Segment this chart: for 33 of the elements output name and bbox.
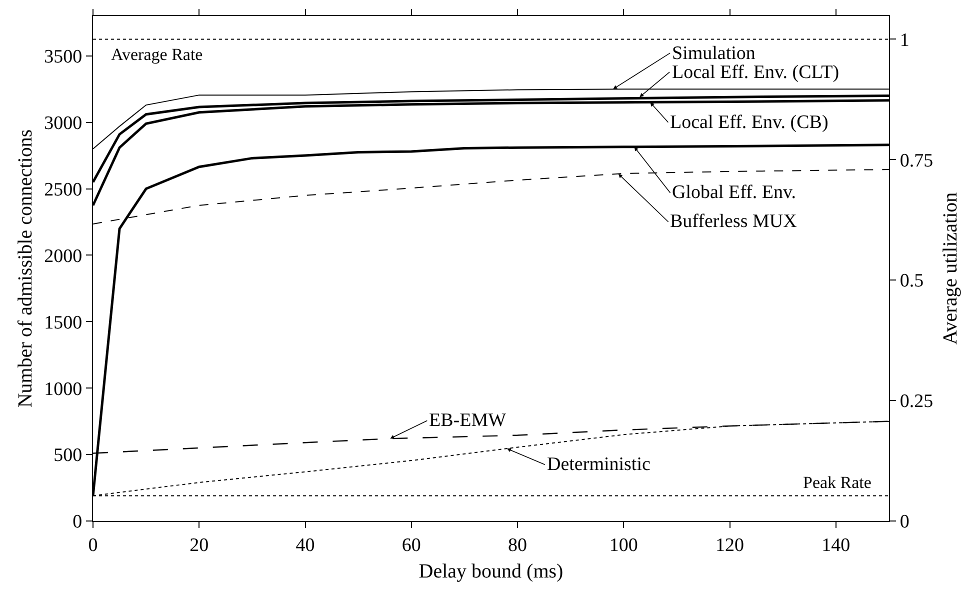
x-tick-label: 40 [296, 534, 315, 556]
annotation: Local Eff. Env. (CLT) [672, 62, 840, 83]
y-axis-title: Number of admissible connections [14, 129, 37, 408]
y2-tick-label: 0 [900, 512, 910, 533]
x-tick-label: 120 [716, 534, 744, 556]
x-tick-label: 20 [190, 534, 209, 556]
y2-tick-label: 0.25 [900, 391, 934, 412]
y-tick-label: 0 [72, 512, 82, 533]
annotation: Bufferless MUX [670, 211, 798, 232]
y2-tick-label: 0.5 [900, 270, 924, 292]
ref-line-label: Peak Rate [803, 473, 872, 492]
y2-tick-label: 1 [900, 30, 910, 51]
annotation: Global Eff. Env. [672, 182, 796, 203]
x-tick-label: 60 [402, 534, 421, 556]
x-tick-label: 140 [822, 534, 850, 556]
y-tick-label: 3000 [44, 112, 82, 134]
ref-line-label: Average Rate [111, 45, 203, 64]
annotation: Simulation [672, 43, 756, 64]
x-axis-title: Delay bound (ms) [418, 560, 564, 582]
y-tick-label: 2000 [44, 246, 82, 267]
y-tick-label: 1000 [44, 378, 82, 400]
y2-tick-label: 0.75 [900, 150, 934, 172]
annotation: EB-EMW [429, 410, 506, 431]
x-tick-label: 0 [88, 534, 98, 556]
annotation: Local Eff. Env. (CB) [670, 112, 828, 133]
x-tick-label: 100 [609, 534, 638, 556]
y-tick-label: 500 [54, 445, 82, 466]
x-tick-label: 80 [508, 534, 528, 556]
y-tick-label: 2500 [44, 179, 82, 200]
y2-axis-title: Average utilization [940, 192, 962, 345]
y-tick-label: 1500 [44, 312, 82, 334]
y-tick-label: 3500 [44, 46, 82, 68]
annotation: Deterministic [547, 454, 650, 475]
